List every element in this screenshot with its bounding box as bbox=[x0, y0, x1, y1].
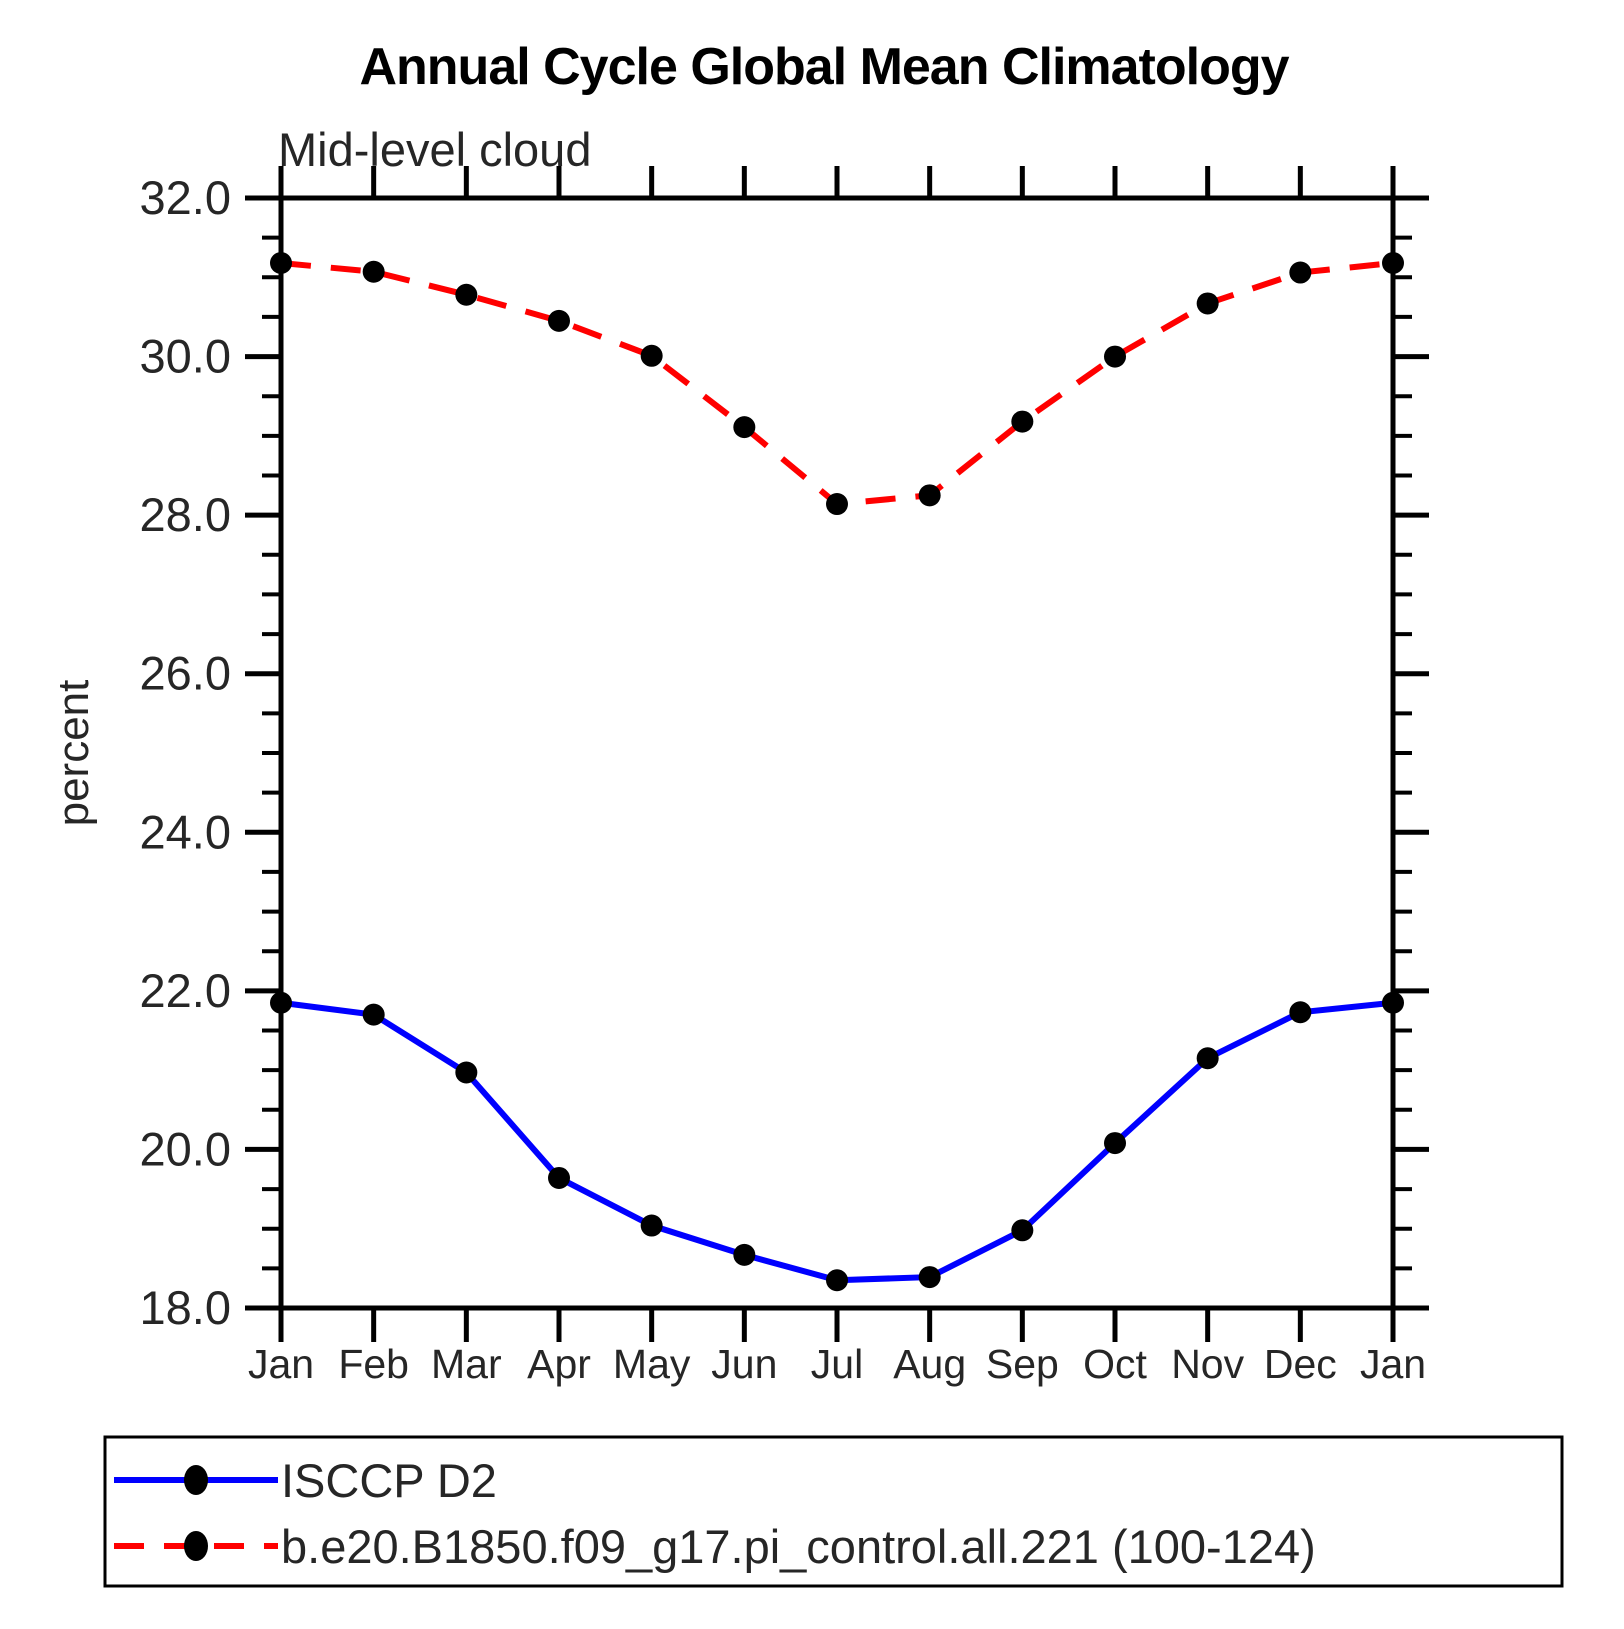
legend-label-obs: ISCCP D2 bbox=[281, 1454, 497, 1507]
data-point-marker bbox=[1104, 345, 1126, 368]
data-point-marker bbox=[918, 1266, 941, 1289]
series-line-0 bbox=[280, 999, 1394, 1284]
x-tick-label: Feb bbox=[338, 1341, 409, 1387]
legend-border bbox=[103, 1435, 1564, 1588]
x-tick-label: Dec bbox=[1264, 1341, 1337, 1387]
x-tick-label: Nov bbox=[1171, 1341, 1244, 1387]
series-line-1 bbox=[280, 260, 1394, 508]
data-point-marker bbox=[918, 484, 941, 507]
data-point-marker bbox=[733, 1243, 756, 1266]
x-tick-label: Sep bbox=[986, 1341, 1059, 1387]
x-tick-label: Oct bbox=[1083, 1341, 1147, 1387]
plot-area: Jan Feb Mar Apr May Jun Jul Aug Sep Oct Nov Dec Jan 1… bbox=[140, 166, 1429, 1387]
data-point-marker bbox=[640, 1214, 663, 1237]
data-point-marker bbox=[826, 493, 848, 516]
data-point-marker bbox=[1289, 1001, 1312, 1024]
legend-entry-obs: ISCCP D2 bbox=[114, 1454, 497, 1507]
data-point-marker bbox=[548, 1166, 570, 1189]
y-tick-label: 26.0 bbox=[140, 647, 231, 700]
y-tick-label: 18.0 bbox=[140, 1281, 231, 1334]
data-point-marker bbox=[270, 991, 292, 1014]
y-tick-label: 28.0 bbox=[140, 488, 231, 541]
data-point-marker bbox=[640, 344, 663, 367]
data-point-marker bbox=[733, 416, 756, 439]
data-point-marker bbox=[362, 260, 385, 283]
x-tick-label: Jan bbox=[1360, 1341, 1426, 1387]
x-tick-label: May bbox=[613, 1341, 691, 1387]
data-point-marker bbox=[1011, 410, 1034, 433]
data-point-marker bbox=[1382, 252, 1404, 275]
x-tick-label: Jun bbox=[711, 1341, 777, 1387]
chart-subtitle: Mid-level cloud bbox=[278, 123, 591, 176]
x-tick-label: Apr bbox=[527, 1341, 591, 1387]
x-tick-label: Jul bbox=[811, 1341, 863, 1387]
y-tick-label: 30.0 bbox=[140, 330, 231, 383]
x-tick-label: Mar bbox=[431, 1341, 502, 1387]
y-tick-label: 24.0 bbox=[140, 805, 231, 858]
y-tick-label: 32.0 bbox=[140, 171, 231, 224]
data-point-marker bbox=[455, 1061, 478, 1084]
plot-border bbox=[278, 195, 1396, 1311]
y-tick-label: 22.0 bbox=[140, 964, 231, 1017]
data-point-marker bbox=[1382, 991, 1404, 1014]
data-point-marker bbox=[270, 252, 292, 275]
chart-title: Annual Cycle Global Mean Climatology bbox=[359, 38, 1289, 96]
data-point-marker bbox=[1289, 261, 1312, 284]
legend: ISCCP D2 b.e20.B1850.f09_g17.pi_control.… bbox=[103, 1435, 1564, 1588]
legend-entry-model: b.e20.B1850.f09_g17.pi_control.all.221 (… bbox=[114, 1520, 1316, 1573]
y-axis-title: percent bbox=[49, 680, 98, 827]
data-point-marker bbox=[1104, 1132, 1126, 1155]
x-tick-label: Jan bbox=[248, 1341, 314, 1387]
data-point-marker bbox=[1196, 292, 1219, 315]
data-point-marker bbox=[548, 309, 570, 332]
data-point-marker bbox=[1011, 1219, 1034, 1242]
data-point-marker bbox=[362, 1003, 385, 1026]
data-point-marker bbox=[1196, 1047, 1219, 1070]
legend-marker-icon bbox=[184, 1465, 208, 1495]
x-tick-label: Aug bbox=[893, 1341, 966, 1387]
data-point-marker bbox=[455, 283, 478, 306]
legend-label-model: b.e20.B1850.f09_g17.pi_control.all.221 (… bbox=[281, 1520, 1316, 1573]
y-tick-label: 20.0 bbox=[140, 1122, 231, 1175]
data-point-marker bbox=[826, 1269, 848, 1292]
legend-marker-icon bbox=[184, 1531, 208, 1561]
